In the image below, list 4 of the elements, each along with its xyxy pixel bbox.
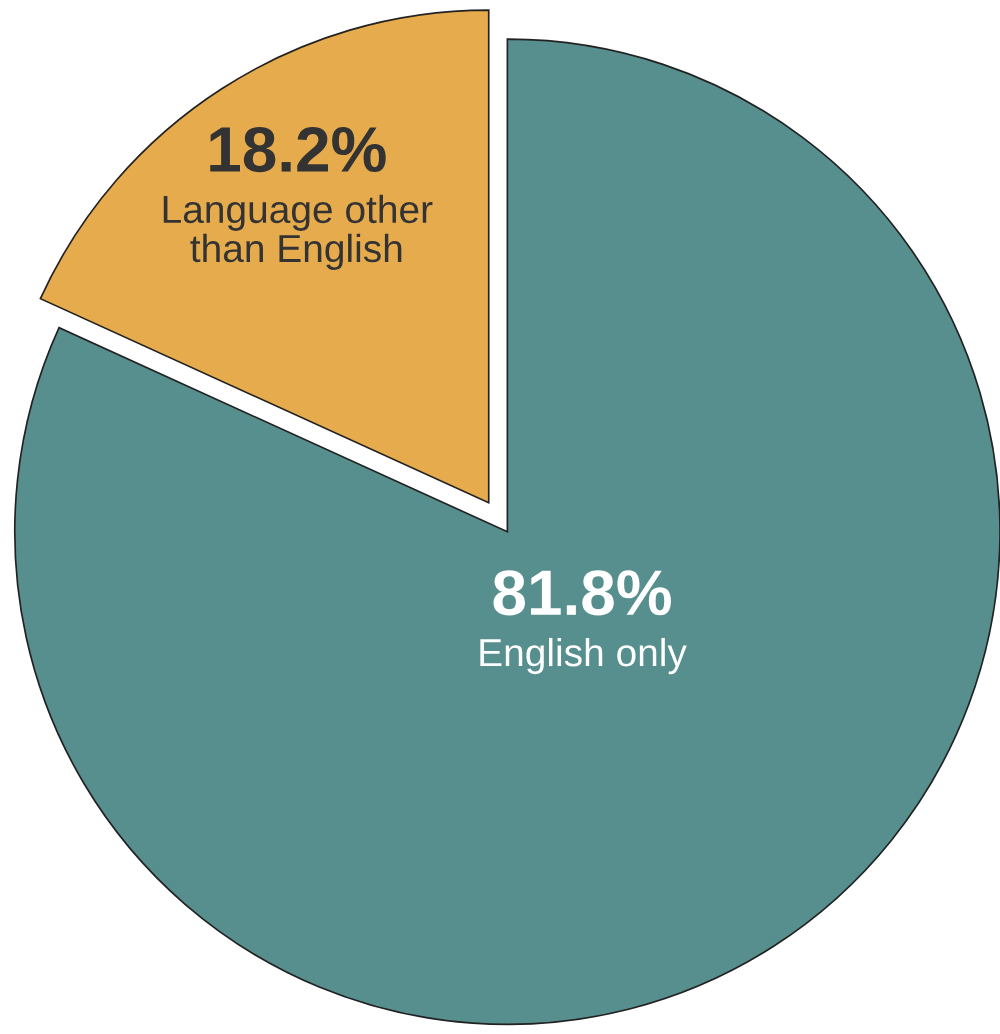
slice-label: English only xyxy=(480,637,687,675)
data-label: 81.8% xyxy=(493,570,671,616)
slice-label: Language other than English xyxy=(163,194,433,270)
data-label: 18.2% xyxy=(210,126,386,173)
